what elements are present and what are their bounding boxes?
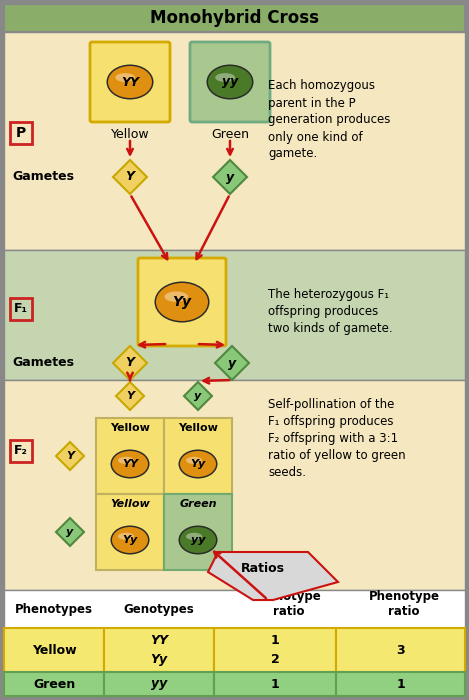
Text: Y: Y <box>66 451 74 461</box>
Text: 1: 1 <box>271 634 280 647</box>
Text: Ratios: Ratios <box>241 561 285 575</box>
Polygon shape <box>208 552 338 600</box>
Ellipse shape <box>154 281 210 323</box>
Text: F₂: F₂ <box>14 444 28 458</box>
Text: 1: 1 <box>271 678 280 690</box>
Polygon shape <box>213 160 247 194</box>
Text: Each homozygous
parent in the P
generation produces
only one kind of
gamete.: Each homozygous parent in the P generati… <box>268 80 390 160</box>
Text: Y: Y <box>126 391 134 401</box>
Ellipse shape <box>165 291 188 302</box>
Ellipse shape <box>118 533 134 540</box>
Ellipse shape <box>156 283 208 321</box>
Text: Phenotype
ratio: Phenotype ratio <box>369 590 439 618</box>
FancyBboxPatch shape <box>138 258 226 346</box>
Text: F₁: F₁ <box>14 302 28 316</box>
Text: Monohybrid Cross: Monohybrid Cross <box>150 9 319 27</box>
Text: Green: Green <box>179 499 217 509</box>
Bar <box>164 418 232 494</box>
Ellipse shape <box>108 66 152 98</box>
Text: y: y <box>67 527 74 537</box>
Ellipse shape <box>215 73 235 82</box>
Ellipse shape <box>111 526 150 554</box>
Ellipse shape <box>179 526 218 554</box>
Ellipse shape <box>186 457 202 464</box>
Bar <box>96 418 164 494</box>
Bar <box>4 380 465 590</box>
Text: Yy: Yy <box>122 535 137 545</box>
Ellipse shape <box>112 451 148 477</box>
FancyBboxPatch shape <box>90 42 170 122</box>
Text: P: P <box>16 126 26 140</box>
Text: 2: 2 <box>271 653 280 666</box>
FancyBboxPatch shape <box>190 42 270 122</box>
Text: Gametes: Gametes <box>12 171 74 183</box>
Text: Gametes: Gametes <box>12 356 74 370</box>
Text: Y: Y <box>126 171 135 183</box>
Bar <box>10 440 32 462</box>
Text: Phenotypes: Phenotypes <box>15 603 93 617</box>
Ellipse shape <box>180 527 216 553</box>
Text: Yy: Yy <box>173 295 191 309</box>
Ellipse shape <box>180 451 216 477</box>
Bar <box>10 122 32 144</box>
Polygon shape <box>184 382 212 410</box>
Ellipse shape <box>118 457 134 464</box>
Text: 1: 1 <box>396 678 405 690</box>
Text: Yellow: Yellow <box>110 423 150 433</box>
Text: y: y <box>194 391 202 401</box>
Bar <box>214 628 336 672</box>
Text: Yellow: Yellow <box>32 643 76 657</box>
Ellipse shape <box>111 449 150 479</box>
Polygon shape <box>215 346 249 380</box>
Bar <box>10 298 32 320</box>
Text: The heterozygous F₁
offspring produces
two kinds of gamete.: The heterozygous F₁ offspring produces t… <box>268 288 393 335</box>
Bar <box>96 494 164 570</box>
Text: Green: Green <box>211 127 249 141</box>
Polygon shape <box>113 346 147 380</box>
Polygon shape <box>116 382 144 410</box>
Bar <box>104 628 214 672</box>
Text: Y: Y <box>126 356 135 370</box>
Bar <box>104 672 214 696</box>
Text: yy: yy <box>191 535 205 545</box>
Bar <box>214 672 336 696</box>
Text: Yellow: Yellow <box>111 127 149 141</box>
Bar <box>336 672 465 696</box>
Text: y: y <box>228 356 236 370</box>
Text: Genotype
ratio: Genotype ratio <box>257 590 321 618</box>
Text: Self-pollination of the
F₁ offspring produces
F₂ offspring with a 3:1
ratio of y: Self-pollination of the F₁ offspring pro… <box>268 398 406 479</box>
Bar <box>336 628 465 672</box>
Bar <box>4 628 104 672</box>
Ellipse shape <box>115 73 135 82</box>
Bar <box>164 494 232 570</box>
Text: yy: yy <box>222 76 238 88</box>
Text: Yellow: Yellow <box>178 423 218 433</box>
Text: YY: YY <box>121 76 139 88</box>
Ellipse shape <box>179 449 218 479</box>
Text: Yy: Yy <box>190 459 205 469</box>
Ellipse shape <box>106 64 153 99</box>
Bar <box>4 672 104 696</box>
Polygon shape <box>56 442 84 470</box>
Text: Green: Green <box>33 678 75 690</box>
Text: Yy: Yy <box>151 653 167 666</box>
Bar <box>4 4 465 32</box>
Ellipse shape <box>112 527 148 553</box>
Ellipse shape <box>206 64 254 99</box>
Text: yy: yy <box>151 678 167 690</box>
Text: 3: 3 <box>396 643 405 657</box>
Bar <box>4 590 465 696</box>
Text: YY: YY <box>122 459 138 469</box>
Ellipse shape <box>186 533 202 540</box>
Polygon shape <box>56 518 84 546</box>
Text: Genotypes: Genotypes <box>124 603 194 617</box>
Text: YY: YY <box>150 634 168 647</box>
Bar <box>4 32 465 250</box>
Ellipse shape <box>208 66 252 98</box>
Text: y: y <box>226 171 234 183</box>
Text: Yellow: Yellow <box>110 499 150 509</box>
Polygon shape <box>113 160 147 194</box>
Bar <box>4 250 465 380</box>
